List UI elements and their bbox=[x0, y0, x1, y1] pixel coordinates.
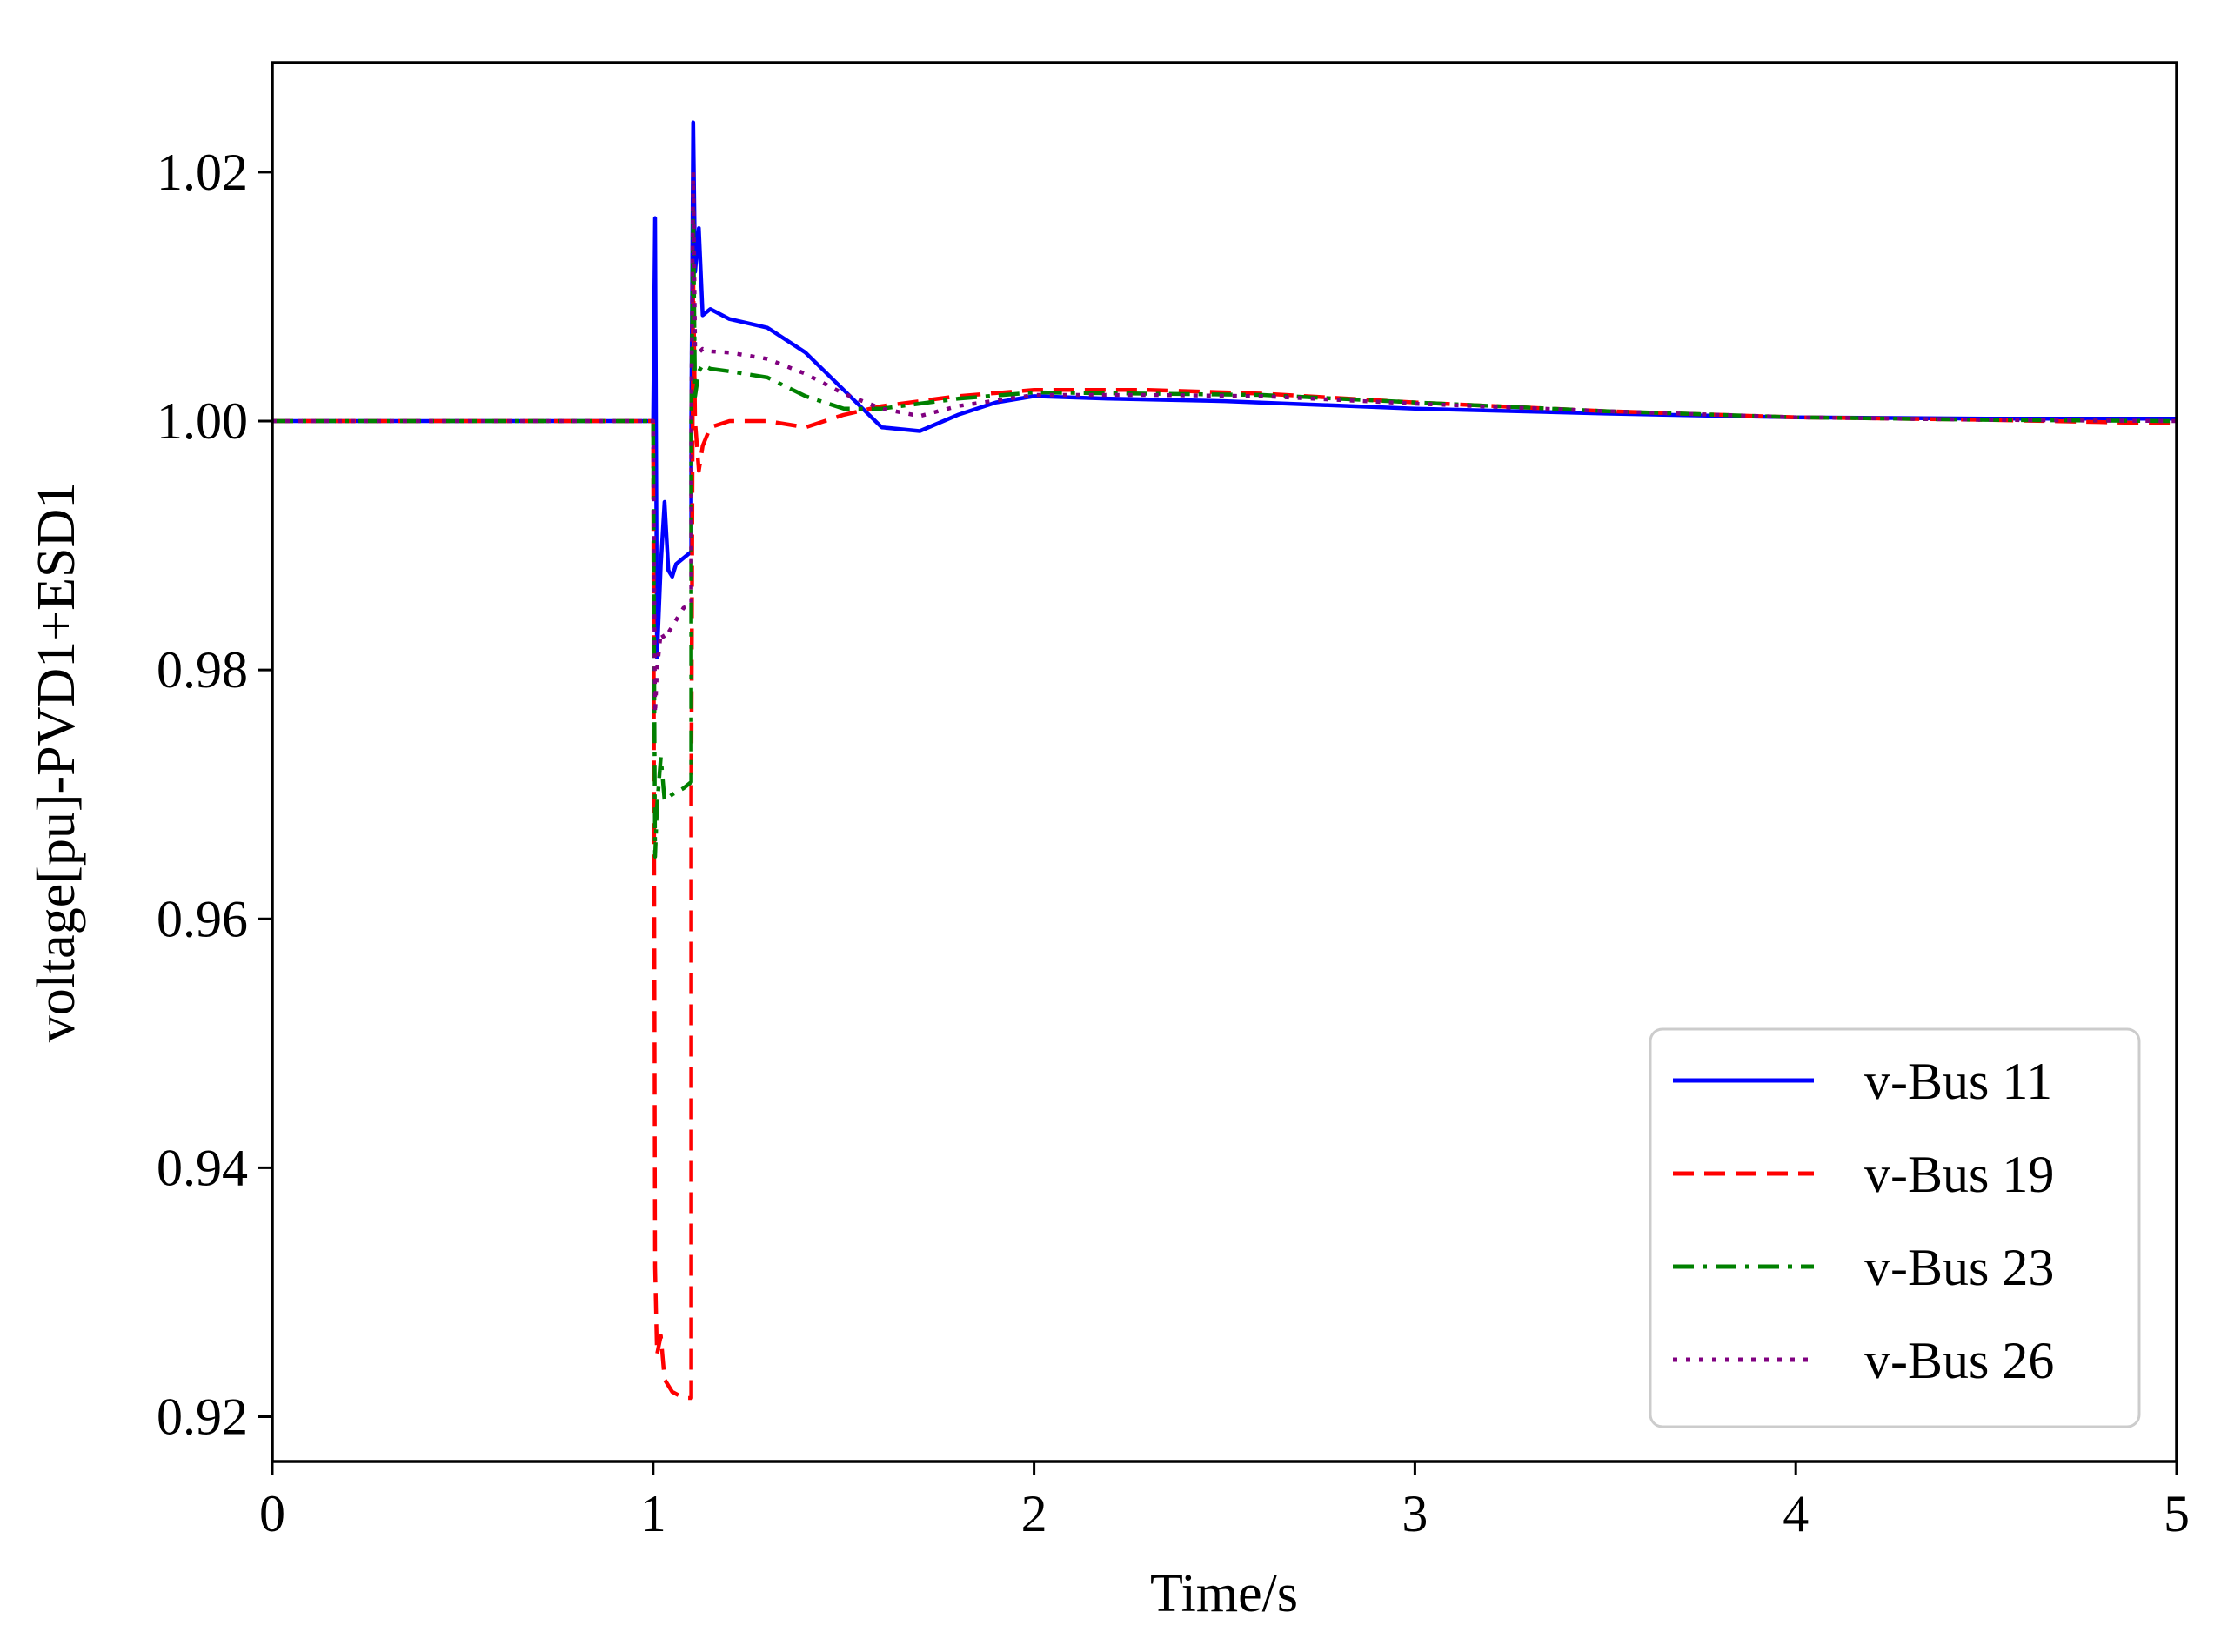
x-tick-label: 2 bbox=[1021, 1485, 1047, 1542]
y-axis-label: voltage[pu]-PVD1+ESD1 bbox=[27, 482, 86, 1043]
x-axis-label: Time/s bbox=[1150, 1564, 1298, 1623]
legend-label-0: v-Bus 11 bbox=[1864, 1053, 2052, 1110]
legend-label-3: v-Bus 26 bbox=[1864, 1332, 2054, 1389]
x-tick-label: 0 bbox=[259, 1485, 285, 1542]
y-tick-label: 0.92 bbox=[157, 1388, 248, 1445]
legend-label-2: v-Bus 23 bbox=[1864, 1239, 2054, 1296]
y-tick-label: 1.00 bbox=[157, 392, 248, 450]
legend-label-1: v-Bus 19 bbox=[1864, 1146, 2054, 1203]
y-tick-label: 0.94 bbox=[157, 1139, 248, 1196]
x-tick-label: 4 bbox=[1783, 1485, 1809, 1542]
plot-frame bbox=[271, 61, 2178, 1463]
y-axis-ticks: 0.92 0.94 0.96 0.98 1.00 1.02 bbox=[157, 144, 272, 1445]
y-tick-label: 0.98 bbox=[157, 641, 248, 699]
series-line-1 bbox=[272, 270, 2177, 1401]
legend: v-Bus 11 v-Bus 19 v-Bus 23 v-Bus 26 bbox=[1649, 1027, 2141, 1428]
y-tick-label: 1.02 bbox=[157, 144, 248, 201]
x-tick-label: 1 bbox=[640, 1485, 666, 1542]
series-layer bbox=[272, 120, 2177, 1401]
x-axis-ticks: 0 1 2 3 4 5 bbox=[259, 1461, 2190, 1542]
x-tick-label: 3 bbox=[1402, 1485, 1428, 1542]
y-tick-label: 0.96 bbox=[157, 890, 248, 947]
x-tick-label: 5 bbox=[2164, 1485, 2190, 1542]
series-line-0 bbox=[272, 120, 2177, 660]
legend-box bbox=[1649, 1027, 2141, 1428]
